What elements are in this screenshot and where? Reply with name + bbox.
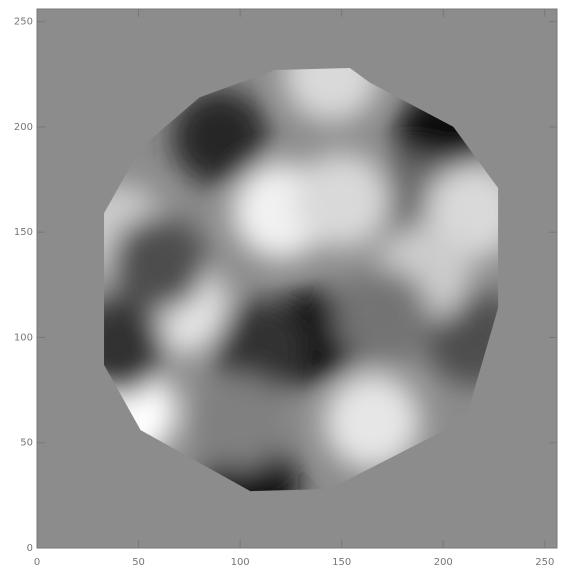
x-tick-label: 150	[332, 557, 351, 568]
x-tick-label: 0	[34, 557, 40, 568]
y-tick-label: 100	[14, 332, 33, 343]
x-tick-label: 200	[434, 557, 453, 568]
x-tick-label: 50	[132, 557, 145, 568]
x-tick-label: 100	[231, 557, 250, 568]
image-sample	[334, 268, 430, 364]
chart: 0 50 100 150 200 250 0 50 100 150 200 250	[0, 0, 565, 573]
image-sample	[192, 374, 288, 470]
y-tick-label: 150	[14, 227, 33, 238]
x-tick-label: 250	[535, 557, 554, 568]
y-tick-label: 50	[20, 438, 33, 449]
y-tick-label: 0	[27, 543, 33, 554]
y-tick-label: 200	[14, 122, 33, 133]
image-sample	[294, 153, 390, 249]
image-sample	[111, 216, 207, 312]
y-tick-label: 250	[14, 17, 33, 28]
